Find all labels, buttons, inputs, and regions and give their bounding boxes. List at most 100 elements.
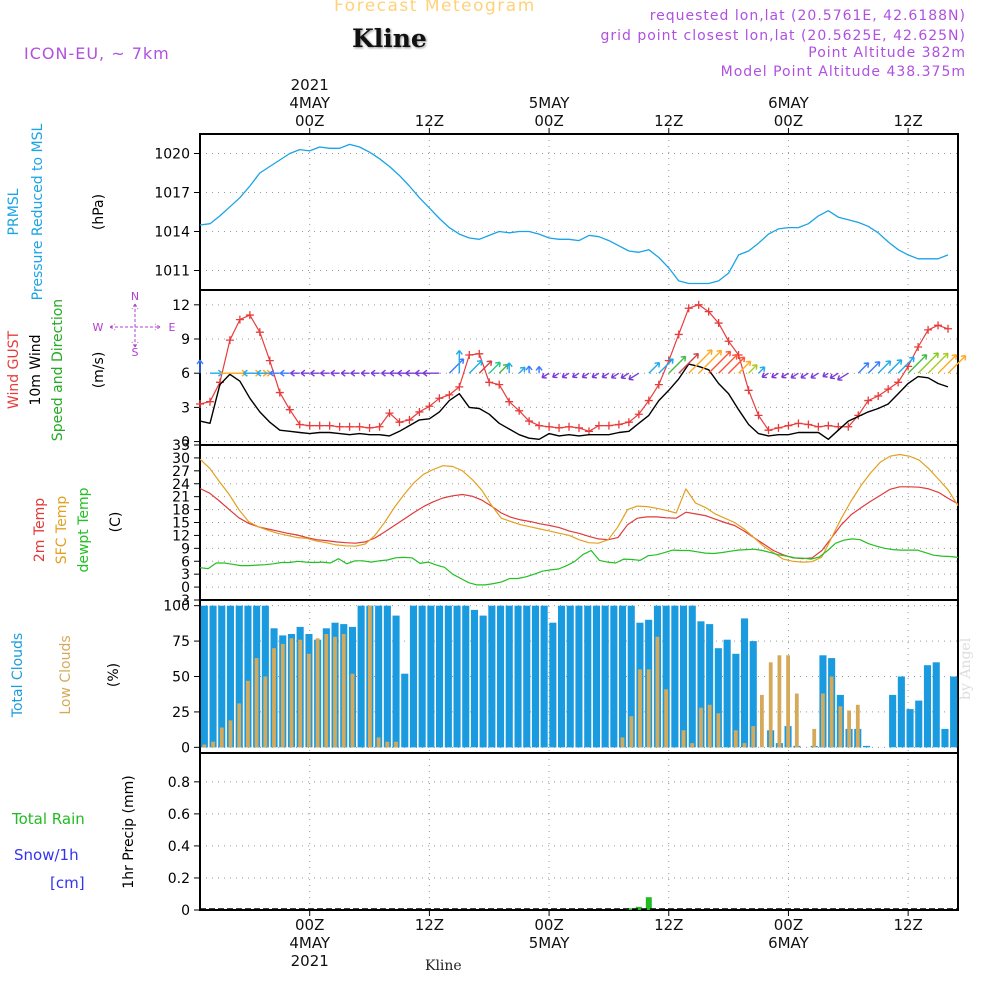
wind-direction-arrow xyxy=(269,369,280,377)
gust-marker xyxy=(864,396,873,405)
gust-marker xyxy=(335,422,344,431)
y-tick-label: 18 xyxy=(172,503,190,519)
wind-direction-arrow xyxy=(829,372,839,380)
wind-direction-arrow xyxy=(350,369,360,377)
low-cloud-bar xyxy=(629,716,634,748)
compass-south: S xyxy=(132,346,139,359)
top-time-label: 6MAY xyxy=(768,94,810,112)
total-cloud-bar xyxy=(566,605,574,748)
rain-bar xyxy=(635,906,642,910)
gust-marker xyxy=(604,421,613,430)
gust-marker xyxy=(385,409,394,418)
gust-marker xyxy=(325,421,334,430)
compass-east: E xyxy=(169,321,176,334)
low-cloud-bar xyxy=(246,680,250,748)
wind-direction-arrow xyxy=(310,369,320,377)
clouds-panel: 0 25 50 75 100 Total Clouds Low Clouds (%) xyxy=(10,599,959,756)
low-cloud-bar xyxy=(385,741,390,748)
gust-marker xyxy=(265,356,274,365)
total-cloud-bar xyxy=(697,621,705,748)
y-tick-label: 30 xyxy=(172,451,190,467)
total-cloud-bar xyxy=(601,605,609,748)
wind-direction-arrow xyxy=(196,359,204,374)
wind-direction-arrow xyxy=(525,365,533,374)
gust-marker xyxy=(794,419,803,428)
total-cloud-bar xyxy=(714,648,722,748)
wind-direction-arrow xyxy=(822,371,829,378)
wind-direction-arrow xyxy=(628,372,640,381)
total-cloud-bar xyxy=(209,605,217,748)
gust-marker xyxy=(644,396,653,405)
wind-direction-arrow xyxy=(279,369,290,377)
low-cloud-bar xyxy=(829,676,834,748)
gust-marker xyxy=(844,422,853,431)
y-axis-unit: (C) xyxy=(108,512,124,533)
y-axis-unit: (%) xyxy=(106,663,122,687)
total-cloud-bar xyxy=(906,709,914,748)
model-altitude: Model Point Altitude 438.375m xyxy=(720,64,966,80)
wind-direction-arrow xyxy=(688,349,713,374)
model-label: ICON-EU, ~ 7km xyxy=(24,44,170,63)
low-cloud-bar xyxy=(716,713,721,748)
gust-marker xyxy=(714,319,723,328)
total-cloud-bar xyxy=(671,605,679,748)
wind-direction-arrow xyxy=(601,372,610,379)
wind-direction-arrow xyxy=(648,361,661,374)
gust-marker xyxy=(235,315,244,324)
total-cloud-bar xyxy=(401,673,409,748)
wind-direction-arrow xyxy=(488,361,501,374)
low-cloud-bar xyxy=(821,693,825,748)
gust-marker xyxy=(275,388,284,397)
total-cloud-bar xyxy=(357,605,365,748)
total-cloud-bar xyxy=(549,622,557,748)
gust-marker xyxy=(405,415,414,424)
total-cloud-bar xyxy=(244,605,252,748)
total-cloud-bar xyxy=(226,605,234,748)
gust-marker xyxy=(495,380,504,389)
gust-marker xyxy=(225,336,234,345)
total-cloud-bar xyxy=(488,605,496,748)
grid-point-coordinates: grid point closest lon,lat (20.5625E, 42… xyxy=(600,28,966,44)
bottom-time-label: 12Z xyxy=(893,916,922,934)
wind-direction-arrow xyxy=(867,361,881,374)
y-tick-label: 15 xyxy=(172,516,190,532)
low-cloud-bar xyxy=(298,639,303,748)
bottom-time-label: 5MAY xyxy=(529,934,571,952)
low-cloud-bar xyxy=(681,730,686,748)
gust-marker xyxy=(914,342,923,351)
y-tick-label: 1014 xyxy=(154,225,190,241)
total-cloud-bar xyxy=(941,728,949,748)
total-cloud-bar xyxy=(732,653,740,748)
total-cloud-bar xyxy=(662,605,670,748)
y-tick-label: 50 xyxy=(172,670,190,686)
low-cloud-bar xyxy=(794,693,799,748)
y-tick-label: 0.8 xyxy=(168,775,190,791)
wind-direction-arrow xyxy=(857,362,870,374)
total-cloud-bar xyxy=(505,605,513,748)
legend-snow: Snow/1h xyxy=(14,846,79,864)
total-cloud-bar xyxy=(514,605,522,748)
low-cloud-bar xyxy=(394,741,398,748)
panel-frame xyxy=(199,752,959,911)
top-time-label: 12Z xyxy=(654,112,683,130)
top-time-label: 00Z xyxy=(534,112,563,130)
wind10m-line xyxy=(199,363,949,440)
low-cloud-bar xyxy=(707,704,712,748)
total-cloud-bar xyxy=(915,700,923,748)
wind-direction-arrow xyxy=(897,356,915,374)
gust-marker xyxy=(415,407,424,416)
y-axis-label: 10m Wind xyxy=(28,334,44,405)
gust-marker xyxy=(894,378,903,387)
y-axis-label: 1hr Precip (mm) xyxy=(121,775,137,888)
gust-marker xyxy=(305,421,314,430)
gust-marker xyxy=(764,426,773,435)
wind-direction-arrow xyxy=(340,369,350,377)
compass-north: N xyxy=(131,290,139,303)
bottom-time-label: 2021 xyxy=(291,952,329,970)
y-tick-label: 24 xyxy=(172,477,190,493)
total-cloud-bar xyxy=(619,605,627,748)
precip-legend: Total Rain Snow/1h [cm] xyxy=(11,810,85,892)
bottom-time-label: 00Z xyxy=(774,916,803,934)
footer-station: Kline xyxy=(425,958,462,974)
